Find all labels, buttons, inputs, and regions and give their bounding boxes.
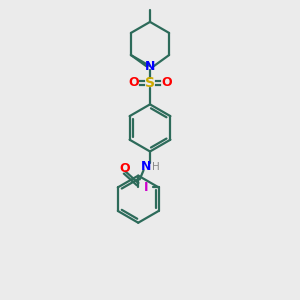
Text: O: O <box>161 76 172 89</box>
Text: O: O <box>128 76 139 89</box>
Text: H: H <box>152 162 160 172</box>
Text: N: N <box>141 160 151 173</box>
Text: O: O <box>119 162 130 175</box>
Text: S: S <box>145 76 155 90</box>
Text: I: I <box>144 181 148 194</box>
Text: N: N <box>145 60 155 73</box>
